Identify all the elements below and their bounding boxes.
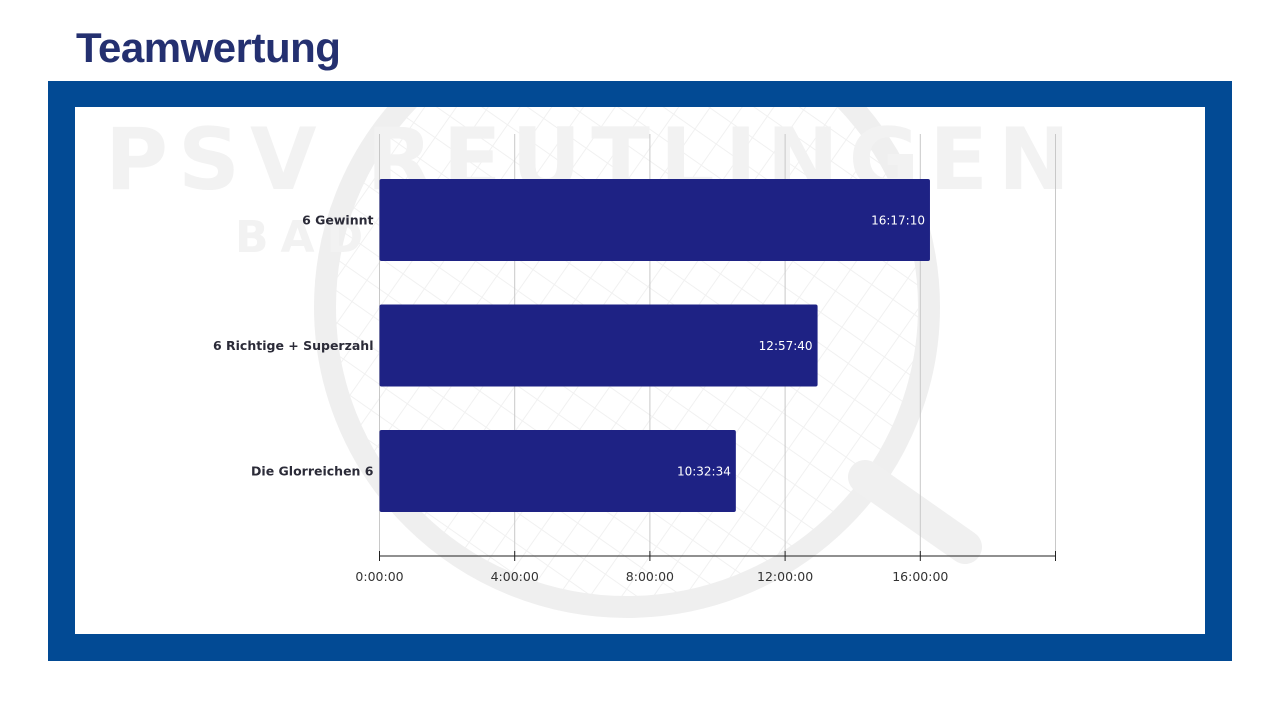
- bar: [379, 179, 930, 261]
- category-label: 6 Richtige + Superzahl: [213, 338, 374, 353]
- category-label: 6 Gewinnt: [302, 213, 373, 228]
- chart-panel: PSV REUTLINGEN BADMINTON 0:00:004:00:008…: [75, 107, 1205, 634]
- bar-chart: 0:00:00 4:00:00 8:00:00 12:00:00 16:00:00 16:…: [213, 134, 1056, 584]
- x-tick-label: 12:00:00: [757, 569, 813, 584]
- bar: [379, 430, 736, 512]
- bar-value-label: 12:57:40: [759, 339, 813, 353]
- category-label: Die Glorreichen 6: [251, 464, 374, 479]
- bar-value-label: 16:17:10: [871, 214, 925, 228]
- x-tick-label: 8:00:00: [626, 569, 674, 584]
- x-tick-label: 4:00:00: [491, 569, 539, 584]
- page-title: Teamwertung: [76, 24, 341, 71]
- x-tick-label: 16:00:00: [892, 569, 948, 584]
- x-tick-label: 0:00:00: [355, 569, 403, 584]
- bar: [379, 304, 818, 387]
- bar-value-label: 10:32:34: [677, 465, 731, 479]
